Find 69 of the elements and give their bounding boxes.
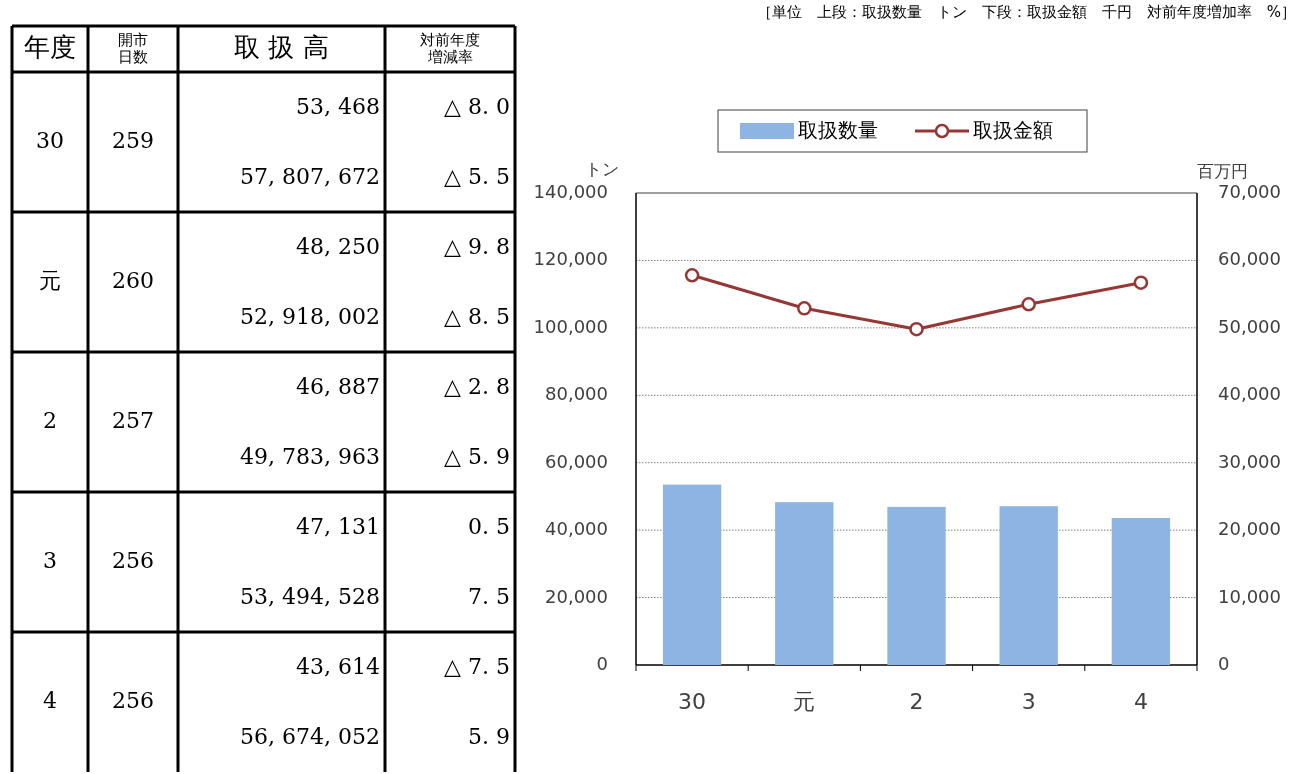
y-tick-label: 0: [596, 653, 608, 674]
legend-label: 取扱金額: [973, 117, 1053, 142]
text: 取 扱 高: [234, 32, 329, 62]
text: 259: [112, 128, 154, 153]
point: [797, 301, 812, 316]
y-tick-label: 80,000: [545, 383, 608, 405]
text: 年度: [24, 32, 76, 62]
text: 43, 614: [296, 654, 380, 679]
text: 47, 131: [296, 514, 380, 539]
point: [684, 268, 700, 283]
bar: [887, 506, 946, 665]
point: [909, 321, 924, 337]
x-tick-label: 30: [678, 689, 707, 714]
point: [1133, 275, 1149, 290]
text: △ 8. 5: [444, 304, 510, 329]
text: 30: [36, 128, 64, 153]
text: 256: [112, 548, 154, 573]
x-tick-label: 4: [1133, 689, 1148, 714]
bar: [999, 506, 1058, 665]
point: [1021, 297, 1036, 312]
text: 元: [39, 268, 61, 293]
text: △ 7. 5: [444, 654, 510, 679]
text: △ 5. 5: [444, 164, 510, 189]
text: 3: [43, 548, 57, 573]
text: 52, 918, 002: [240, 304, 380, 329]
text: 46, 887: [296, 374, 380, 399]
y2-tick-label: 30,000: [1218, 450, 1281, 472]
text: △ 5. 9: [444, 444, 510, 469]
text: 53, 468: [296, 94, 380, 119]
text: 49, 783, 963: [240, 444, 380, 469]
bar: [662, 484, 722, 665]
bar: [1111, 518, 1171, 665]
text: △ 9. 8: [444, 234, 510, 259]
text: 53, 494, 528: [240, 584, 380, 609]
y-axis-title: トン: [585, 159, 619, 179]
text: 2: [43, 408, 57, 433]
text: 開市日数: [118, 31, 148, 66]
y2-tick-label: 20,000: [1218, 518, 1281, 540]
x-tick-label: 元: [793, 689, 816, 714]
text: △ 2. 8: [444, 374, 510, 399]
x-tick-label: 2: [909, 689, 924, 714]
text: 対前年度増減率: [420, 31, 480, 66]
y2-tick-label: 50,000: [1218, 315, 1281, 337]
x-tick-label: 3: [1021, 689, 1036, 714]
text: 0. 5: [468, 514, 510, 539]
y2-tick-label: 0: [1218, 653, 1230, 674]
y-tick-label: 40,000: [545, 518, 608, 540]
y2-axis-title: 百万円: [1196, 161, 1248, 181]
text: 7. 5: [468, 584, 510, 609]
y-tick-label: 60,000: [545, 450, 608, 472]
bar: [775, 502, 834, 665]
y2-tick-label: 40,000: [1218, 383, 1281, 405]
text: ［単位 上段：取扱数量 トン 下段：取扱金額 千円 対前年度増加率 %］: [756, 2, 1296, 21]
y2-tick-label: 70,000: [1218, 181, 1281, 202]
y-tick-label: 120,000: [533, 248, 608, 270]
text: 57, 807, 672: [240, 164, 380, 189]
text: △ 8. 0: [444, 94, 510, 119]
text: 56, 674, 052: [240, 724, 380, 749]
text: 48, 250: [296, 234, 380, 259]
y-tick-label: 140,000: [533, 181, 608, 202]
legend-label: 取扱数量: [798, 117, 878, 142]
text: 256: [112, 688, 154, 713]
y-tick-label: 100,000: [533, 315, 608, 337]
y2-tick-label: 60,000: [1218, 248, 1281, 270]
text: 257: [112, 408, 154, 433]
y2-tick-label: 10,000: [1218, 585, 1281, 607]
text: 260: [112, 268, 154, 293]
text: 5. 9: [468, 724, 510, 749]
y-tick-label: 20,000: [545, 585, 608, 607]
